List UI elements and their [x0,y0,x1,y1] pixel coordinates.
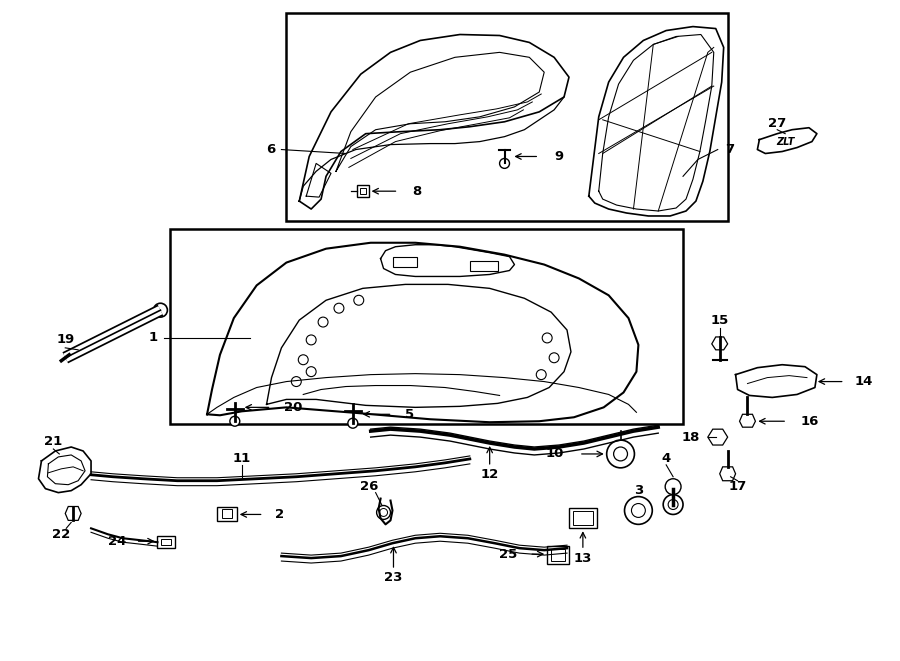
Text: 23: 23 [384,571,402,584]
Text: ZLT: ZLT [776,137,795,147]
Circle shape [500,159,509,169]
Text: 20: 20 [284,401,302,414]
Text: 7: 7 [724,143,733,156]
Text: 5: 5 [405,408,415,421]
Text: 15: 15 [711,313,729,327]
Text: 11: 11 [232,452,251,465]
Polygon shape [712,337,727,350]
Bar [470,260,498,270]
Text: 25: 25 [500,547,518,561]
Bar [158,536,176,548]
Text: 2: 2 [275,508,284,521]
Circle shape [625,496,652,524]
Text: 18: 18 [681,430,700,444]
Text: 14: 14 [855,375,873,388]
Circle shape [230,416,239,426]
Circle shape [607,440,634,468]
Text: 27: 27 [768,117,787,130]
Bar [547,546,569,564]
Text: 1: 1 [148,331,157,344]
Text: 19: 19 [56,333,75,346]
Bar [551,549,565,561]
Text: 12: 12 [481,468,499,481]
Circle shape [665,479,681,494]
Bar [286,13,727,221]
Text: 4: 4 [662,452,670,465]
Text: 3: 3 [634,484,643,497]
Text: 10: 10 [545,447,564,461]
Circle shape [376,506,391,520]
Circle shape [154,303,167,317]
Bar [161,539,171,545]
Bar [222,510,232,518]
Bar [393,256,418,266]
Polygon shape [720,467,735,481]
Text: 13: 13 [573,551,592,564]
Polygon shape [707,429,727,445]
Text: 6: 6 [266,143,275,156]
Circle shape [348,418,358,428]
Text: 22: 22 [52,527,70,541]
Text: 8: 8 [412,184,421,198]
Bar [573,512,593,525]
Bar [360,188,365,194]
Text: 9: 9 [554,150,563,163]
Polygon shape [740,414,755,427]
Text: 21: 21 [44,434,62,447]
Text: 24: 24 [108,535,127,548]
Bar [170,229,683,424]
Text: 26: 26 [359,480,378,493]
Text: 17: 17 [728,480,747,493]
Bar [356,185,369,197]
Text: 16: 16 [801,414,819,428]
Bar [569,508,597,528]
Polygon shape [66,506,81,520]
Circle shape [663,494,683,514]
Bar [217,506,237,522]
